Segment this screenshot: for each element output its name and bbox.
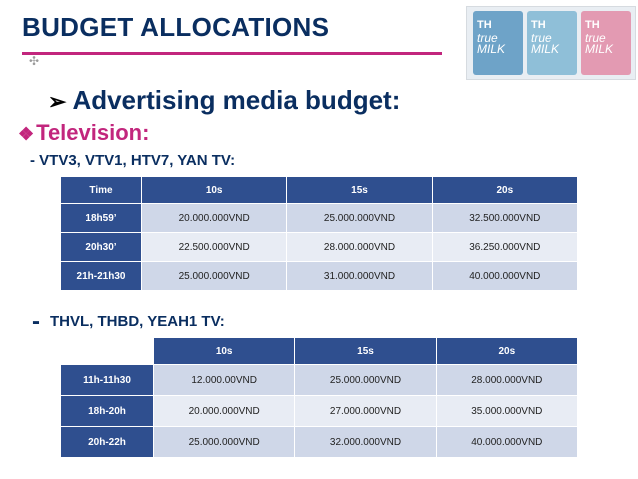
price-cell: 12.000.00VND [152, 364, 296, 396]
table-header-cell: 15s [286, 176, 433, 204]
price-cell: 32.500.000VND [431, 203, 579, 233]
channel-group-2-text: THVL, THBD, YEAH1 TV: [50, 313, 225, 330]
table-row: 21h-21h30 25.000.000VND 31.000.000VND 40… [60, 261, 579, 291]
time-slot-cell: 20h-22h [60, 426, 154, 458]
table-header-cell: 20s [431, 176, 579, 204]
table-row: 11h-11h30 12.000.00VND 25.000.000VND 28.… [60, 364, 579, 396]
time-slot-cell: 18h59’ [60, 203, 142, 233]
price-cell: 35.000.000VND [435, 395, 579, 427]
subsection-heading: ❖Television: [18, 120, 149, 146]
price-cell: 31.000.000VND [286, 261, 433, 291]
diamond-bullet-icon: ❖ [18, 124, 35, 144]
table-header-cell: Time [60, 176, 142, 204]
milk-carton-image: TH true MILK [473, 11, 523, 75]
time-slot-cell: 21h-21h30 [60, 261, 142, 291]
section-heading: ➢ Advertising media budget: [48, 85, 400, 116]
price-cell: 25.000.000VND [152, 426, 296, 458]
price-cell: 28.000.000VND [435, 364, 579, 396]
price-cell: 20.000.000VND [140, 203, 288, 233]
table-header-cell: 15s [294, 337, 437, 365]
price-cell: 20.000.000VND [152, 395, 296, 427]
carton-label: true MILK [477, 31, 506, 56]
time-slot-cell: 18h-20h [60, 395, 154, 427]
price-cell: 40.000.000VND [431, 261, 579, 291]
subsection-heading-text: Television: [36, 120, 150, 145]
price-cell: 40.000.000VND [435, 426, 579, 458]
time-slot-cell: 11h-11h30 [60, 364, 154, 396]
slide-title: BUDGET ALLOCATIONS [22, 12, 330, 42]
budget-table-1: Time 10s 15s 20s 18h59’ 20.000.000VND 25… [60, 176, 579, 291]
title-underline [22, 52, 442, 55]
price-cell: 32.000.000VND [294, 426, 437, 458]
time-slot-cell: 20h30’ [60, 232, 142, 262]
price-cell: 25.000.000VND [286, 203, 433, 233]
channel-group-2: - THVL, THBD, YEAH1 TV: [32, 305, 225, 335]
price-cell: 28.000.000VND [286, 232, 433, 262]
milk-carton-image: TH true MILK [527, 11, 577, 75]
milk-carton-image: TH true MILK [581, 11, 631, 75]
table-row: 18h59’ 20.000.000VND 25.000.000VND 32.50… [60, 203, 579, 233]
carton-brand: TH [531, 19, 546, 31]
table-header-row: 10s 15s 20s [60, 337, 579, 365]
price-cell: 27.000.000VND [294, 395, 437, 427]
sparkle-icon: ✣ [29, 54, 40, 68]
table-row: 20h30’ 22.500.000VND 28.000.000VND 36.25… [60, 232, 579, 262]
table-row: 18h-20h 20.000.000VND 27.000.000VND 35.0… [60, 395, 579, 427]
channel-group-1: - VTV3, VTV1, HTV7, YAN TV: [30, 152, 236, 169]
price-cell: 25.000.000VND [294, 364, 437, 396]
dash-bullet: - [32, 308, 40, 335]
price-cell: 25.000.000VND [140, 261, 288, 291]
price-cell: 22.500.000VND [140, 232, 288, 262]
table-header-cell [60, 337, 154, 365]
product-photo: TH true MILK TH true MILK TH true MILK [466, 6, 636, 80]
section-heading-text: Advertising media budget: [72, 85, 401, 115]
carton-brand: TH [585, 19, 600, 31]
arrow-bullet-icon: ➢ [48, 89, 67, 114]
table-header-cell: 10s [152, 337, 296, 365]
table-header-row: Time 10s 15s 20s [60, 176, 579, 204]
table-header-cell: 20s [435, 337, 579, 365]
carton-label: true MILK [585, 31, 614, 56]
carton-label: true MILK [531, 31, 560, 56]
price-cell: 36.250.000VND [431, 232, 579, 262]
budget-table-2: 10s 15s 20s 11h-11h30 12.000.00VND 25.00… [60, 337, 579, 458]
table-header-cell: 10s [140, 176, 288, 204]
table-row: 20h-22h 25.000.000VND 32.000.000VND 40.0… [60, 426, 579, 458]
carton-brand: TH [477, 19, 492, 31]
